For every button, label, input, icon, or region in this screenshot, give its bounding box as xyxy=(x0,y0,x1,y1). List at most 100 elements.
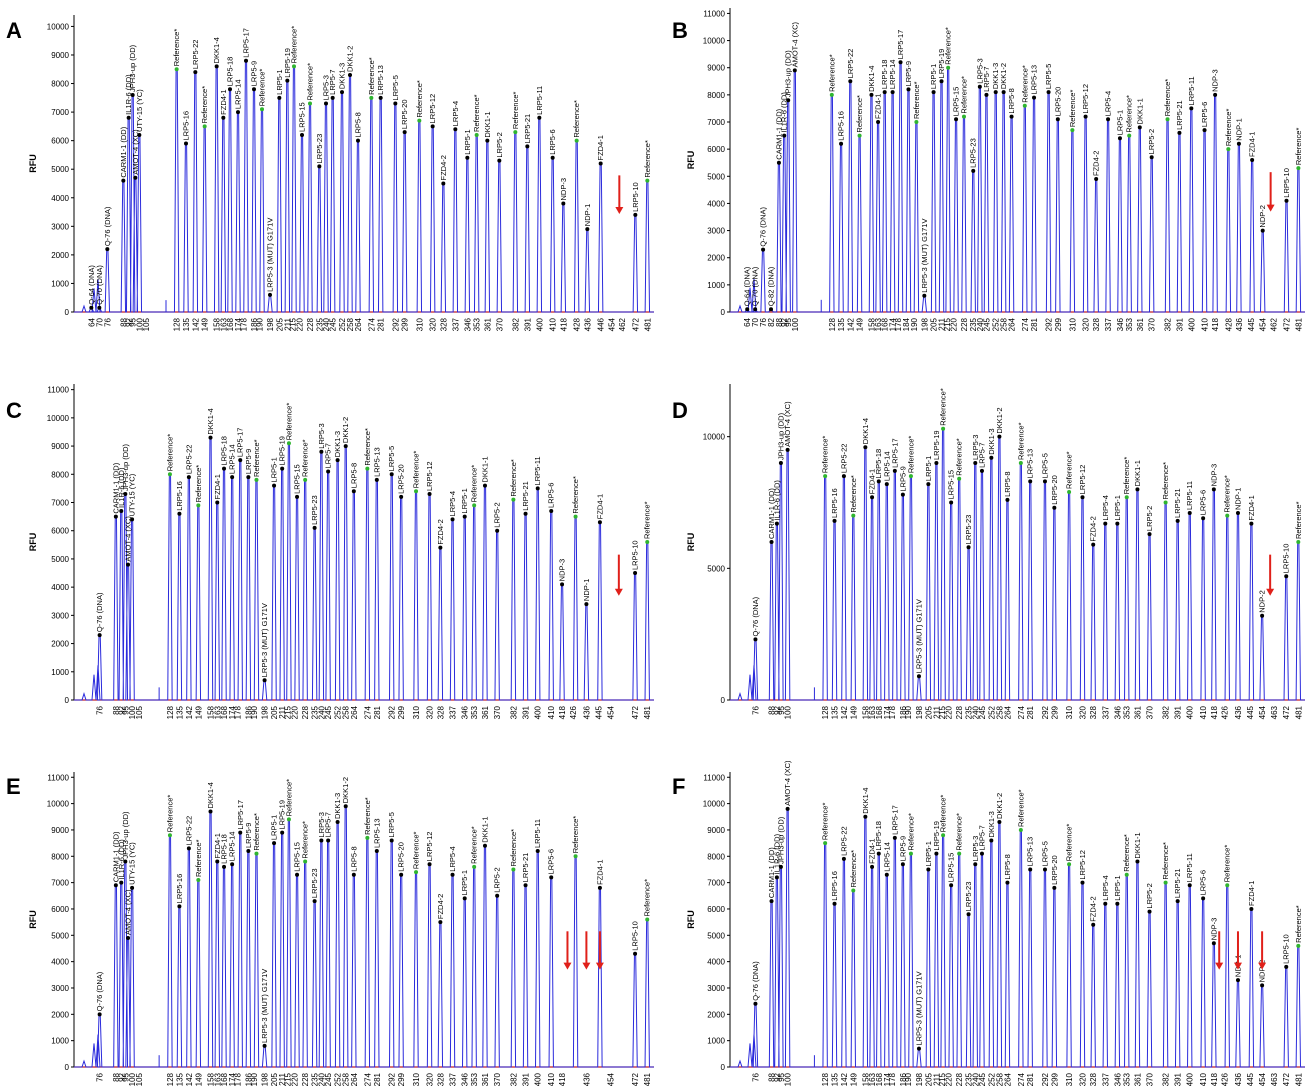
x-tick-label: 436 xyxy=(583,317,592,331)
peak-label: LRP5-17 xyxy=(890,805,899,835)
probe-peak-marker xyxy=(221,115,226,120)
peak-label: LRP5-1 xyxy=(924,456,933,481)
peak-label: Q-76 (DNA) xyxy=(751,596,760,636)
reference-peak-marker xyxy=(472,864,477,869)
peak-label: LRP5-9 xyxy=(244,823,253,848)
y-tick-label: 2000 xyxy=(51,640,69,649)
y-tick-label: 4000 xyxy=(51,194,69,203)
peak-label: FZD4-1 xyxy=(595,494,604,519)
peak-label: LRP5-16 xyxy=(175,874,184,904)
reference-peak-marker xyxy=(961,114,966,119)
reference-peak-marker xyxy=(167,833,172,838)
probe-peak-marker xyxy=(598,161,603,166)
peak-label: LRP5-5 xyxy=(1044,64,1053,89)
y-tick-label: 3000 xyxy=(51,222,69,231)
x-tick-label: 82 xyxy=(767,317,776,326)
probe-peak-marker xyxy=(870,864,875,869)
probe-peak-marker xyxy=(177,511,182,516)
x-tick-label: 186 xyxy=(250,317,259,331)
probe-peak-marker xyxy=(769,540,774,544)
y-tick-label: 8000 xyxy=(707,852,725,861)
peak-label: LRP5-7 xyxy=(324,443,333,468)
probe-peak-marker xyxy=(1042,867,1047,872)
reference-peak-marker xyxy=(196,877,201,882)
y-tick-label: 9000 xyxy=(51,442,69,451)
x-tick-label: 228 xyxy=(955,1072,964,1086)
probe-peak-marker xyxy=(126,115,131,120)
x-tick-label: 400 xyxy=(534,705,543,719)
x-tick-label: 211 xyxy=(938,317,947,330)
panel-D: D RFU 0 5000 10000 Q-76 (DNA) CARM1-1 (DD)IL1R… xyxy=(672,384,1305,719)
x-tick-label: 128 xyxy=(821,705,830,719)
x-tick-label: 391 xyxy=(1175,317,1184,331)
probe-peak-marker xyxy=(1211,941,1216,946)
x-tick-label: 198 xyxy=(915,1072,924,1086)
probe-peak-marker xyxy=(1201,516,1206,521)
probe-peak-marker xyxy=(1052,885,1057,890)
x-tick-label: 462 xyxy=(618,317,627,331)
peak-label: AMOT-4 (XC) xyxy=(783,760,792,806)
peak-label: Reference* xyxy=(912,81,921,119)
peak-label: LRP5-7 xyxy=(324,812,333,837)
peak-label: AMOT-4 (XC) xyxy=(790,22,799,68)
probe-peak-marker xyxy=(989,838,994,843)
peak-label: LRP5-3 xyxy=(971,836,980,861)
y-tick-label: 8000 xyxy=(51,470,69,479)
probe-peak-marker xyxy=(208,435,213,440)
probe-peak-marker xyxy=(450,517,455,522)
probe-peak-marker xyxy=(584,602,589,607)
reference-peak-marker xyxy=(511,497,516,502)
peak-label: Reference* xyxy=(1020,65,1029,103)
peak-label: LRP5-3 xyxy=(975,58,984,83)
x-tick-label: 88 xyxy=(119,317,128,326)
peak-label: Reference* xyxy=(363,428,372,466)
x-tick-label: 264 xyxy=(1008,317,1017,331)
x-tick-label: 391 xyxy=(522,1072,531,1086)
probe-peak-marker xyxy=(137,132,142,137)
probe-peak-marker xyxy=(966,545,971,550)
x-tick-label: 163 xyxy=(868,1072,877,1086)
peak-label: Reference* xyxy=(959,76,968,114)
peak-label: LRP5-4 xyxy=(1101,875,1110,900)
x-tick-label: 95 xyxy=(777,1072,786,1081)
x-tick-label: 100 xyxy=(128,705,137,719)
probe-peak-marker xyxy=(1091,542,1096,547)
probe-peak-marker xyxy=(335,820,340,825)
peak-label: DKK1-3 xyxy=(333,793,342,819)
peak-label: LRP5-12 xyxy=(1081,84,1090,114)
x-tick-label: 211 xyxy=(278,1072,287,1085)
y-tick-label: 4000 xyxy=(707,199,725,208)
x-tick-label: 353 xyxy=(473,317,482,331)
x-tick-label: 264 xyxy=(350,1072,359,1086)
probe-peak-marker xyxy=(585,227,590,232)
probe-peak-marker xyxy=(378,95,383,100)
peak-label: LRP5-6 xyxy=(1199,870,1208,895)
x-tick-label: 149 xyxy=(849,705,858,719)
peak-label: LRP5-19 xyxy=(283,48,292,78)
x-tick-label: 472 xyxy=(631,705,640,719)
peak-label: FZD4-1 xyxy=(213,474,222,499)
x-tick-label: 190 xyxy=(910,317,919,331)
peak-label: CARM1-1 (DD) xyxy=(767,847,776,898)
x-tick-label: 310 xyxy=(1068,317,1077,331)
peak-label: LRP5-6 xyxy=(1199,490,1208,515)
peak-label: LRP5-14 xyxy=(888,60,897,90)
peak-label: LRP5-9 xyxy=(250,61,259,86)
reference-peak-marker xyxy=(1127,133,1132,138)
x-tick-label: 462 xyxy=(1269,317,1278,331)
peak-label: LRP5-15 xyxy=(298,102,307,132)
peak-label: LRP5-3 (MUT) G171V xyxy=(914,599,923,673)
probe-peak-marker xyxy=(1284,964,1289,969)
x-tick-label: 142 xyxy=(840,705,849,719)
y-axis-label: RFU xyxy=(28,533,38,552)
probe-peak-marker xyxy=(884,872,889,877)
x-tick-label: 418 xyxy=(1210,705,1219,719)
x-tick-label: 205 xyxy=(270,705,279,719)
reference-peak-marker xyxy=(1225,513,1230,518)
probe-peak-marker xyxy=(1001,90,1006,95)
x-tick-label: 445 xyxy=(1247,317,1256,331)
peak-label: LRP5-6 xyxy=(548,129,557,154)
x-tick-label: 64 xyxy=(743,317,752,326)
peak-label: Reference* xyxy=(906,436,915,474)
peak-label: LRP5-21 xyxy=(1173,868,1182,898)
